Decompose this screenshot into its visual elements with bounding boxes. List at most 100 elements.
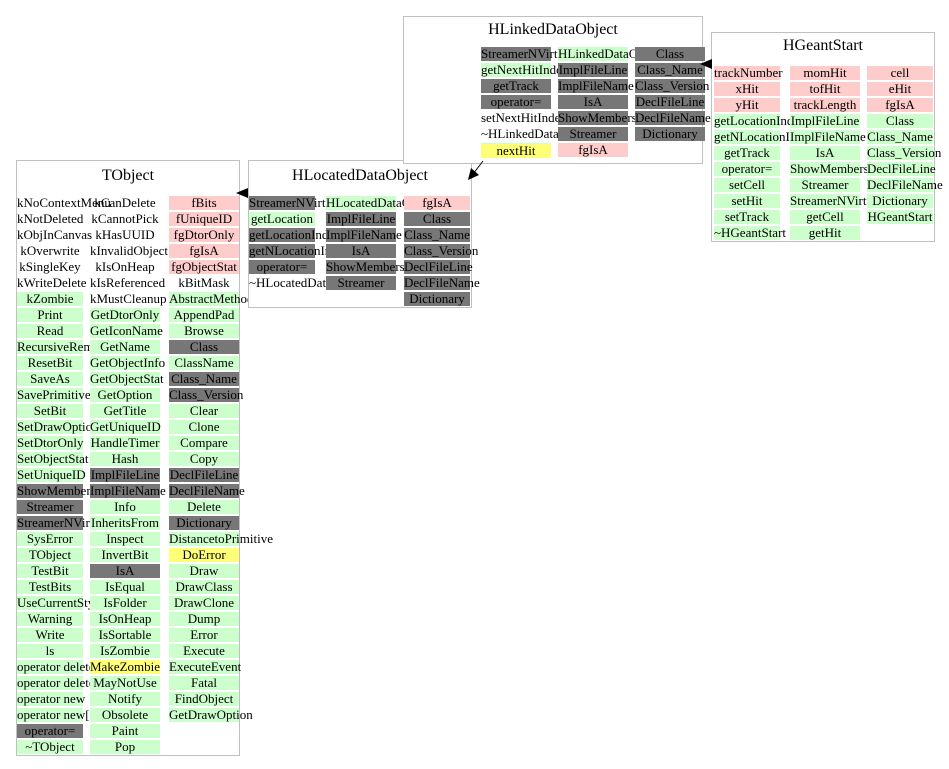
member-method[interactable]: Class_Name xyxy=(169,372,239,386)
member-method[interactable]: ShowMembers xyxy=(790,161,869,176)
member-method[interactable]: TestBit xyxy=(17,564,83,578)
member-method[interactable]: kIsOnHeap xyxy=(95,259,155,274)
member-method[interactable]: Class_Version xyxy=(404,243,479,258)
member-method[interactable]: kInvalidObject xyxy=(90,243,168,258)
member-method[interactable]: Info xyxy=(90,500,160,514)
member-method[interactable]: DeclFileName xyxy=(169,483,245,498)
member-field[interactable]: momHit xyxy=(790,66,860,80)
member-method[interactable]: GetObjectInfo xyxy=(90,355,166,370)
member-method[interactable]: DeclFileName xyxy=(404,275,480,290)
member-method[interactable]: ImplFileLine xyxy=(90,467,160,482)
member-method[interactable]: DeclFileLine xyxy=(635,94,705,109)
member-method[interactable]: MayNotUse xyxy=(90,676,160,690)
member-method[interactable]: setHit xyxy=(714,194,780,208)
member-method[interactable]: HandleTimer xyxy=(90,435,160,450)
member-method[interactable]: DrawClass xyxy=(169,580,239,594)
member-method[interactable]: Class xyxy=(867,114,933,128)
member-method[interactable]: ExecuteEvent xyxy=(169,659,242,674)
member-method[interactable]: IsA xyxy=(326,244,396,258)
member-method[interactable]: DeclFileName xyxy=(635,110,711,125)
member-method[interactable]: kHasUUID xyxy=(95,227,155,242)
member-method[interactable]: Compare xyxy=(169,436,239,450)
member-method[interactable]: operator new[] xyxy=(17,707,94,722)
member-method[interactable]: HGeantStart xyxy=(867,209,933,224)
member-field[interactable]: fgIsA xyxy=(558,143,628,157)
member-field[interactable]: tofHit xyxy=(790,82,860,96)
member-method[interactable]: SetBit xyxy=(17,404,83,418)
member-method[interactable]: setTrack xyxy=(714,210,780,224)
member-method[interactable]: FindObject xyxy=(169,692,239,706)
member-method[interactable]: TObject xyxy=(17,548,83,562)
member-method[interactable]: SetObjectStat xyxy=(17,451,89,466)
member-method[interactable]: ResetBit xyxy=(17,356,83,370)
member-field[interactable]: eHit xyxy=(867,82,933,96)
member-field[interactable]: fgObjectStat xyxy=(169,260,239,274)
member-method[interactable]: getCell xyxy=(790,210,860,224)
member-method[interactable]: GetDrawOption xyxy=(169,707,253,722)
member-method[interactable]: kWriteDelete xyxy=(17,275,87,290)
member-method[interactable]: ImplFileLine xyxy=(326,211,396,226)
member-method[interactable]: operator= xyxy=(249,260,315,274)
member-method[interactable]: MakeZombie xyxy=(90,659,161,674)
class-box-hlinked[interactable]: HLinkedDataObject StreamerNVirtual getNext… xyxy=(403,16,711,164)
member-method[interactable]: getNextHitIndex xyxy=(481,62,569,77)
member-method[interactable]: operator new xyxy=(17,691,86,706)
member-method[interactable]: DrawClone xyxy=(169,596,239,610)
member-method[interactable]: Clone xyxy=(169,420,239,434)
member-method[interactable]: operator= xyxy=(481,95,551,109)
member-method[interactable]: Obsolete xyxy=(90,708,160,722)
member-method[interactable]: kSingleKey xyxy=(19,259,81,274)
member-method[interactable]: DeclFileLine xyxy=(867,161,936,176)
member-field[interactable]: fgIsA xyxy=(867,98,933,112)
member-method[interactable]: SetUniqueID xyxy=(17,467,86,482)
member-method[interactable]: Class_Version xyxy=(867,145,942,160)
member-method[interactable]: Error xyxy=(169,628,239,642)
member-method[interactable]: Streamer xyxy=(326,276,396,290)
class-box-hlocated[interactable]: HLocatedDataObject StreamerNVirtual getLoc… xyxy=(248,160,480,308)
member-method[interactable]: Delete xyxy=(169,500,239,514)
member-method[interactable]: Class xyxy=(404,212,470,226)
member-field[interactable]: trackNumber xyxy=(714,65,783,80)
member-method[interactable]: AppendPad xyxy=(169,308,239,322)
member-method[interactable]: operator delete xyxy=(17,659,95,674)
member-method[interactable]: kBitMask xyxy=(178,275,230,290)
member-method[interactable]: setCell xyxy=(714,178,780,192)
member-method[interactable]: getTrack xyxy=(714,146,780,160)
member-method[interactable]: Class_Version xyxy=(169,387,244,402)
member-field[interactable]: cell xyxy=(867,66,933,80)
member-method[interactable]: SetDtorOnly xyxy=(17,435,84,450)
member-method[interactable]: DeclFileLine xyxy=(169,467,239,482)
member-method[interactable]: ShowMembers xyxy=(326,259,405,274)
member-method[interactable]: GetTitle xyxy=(90,404,160,418)
member-method[interactable]: DoError xyxy=(169,548,239,562)
member-method[interactable]: operator delete[] xyxy=(17,675,104,690)
member-method[interactable]: GetUniqueID xyxy=(90,419,161,434)
member-method[interactable]: Class xyxy=(169,340,239,354)
member-method[interactable]: StreamerNVirtual xyxy=(481,46,574,61)
member-method[interactable]: AbstractMethod xyxy=(169,291,254,306)
member-method[interactable]: ~TObject xyxy=(17,740,83,754)
member-method[interactable]: Class_Name xyxy=(635,63,705,77)
member-method[interactable]: StreamerNVirtual xyxy=(790,193,883,208)
member-method[interactable]: DeclFileLine xyxy=(404,259,473,274)
member-method[interactable]: Draw xyxy=(169,564,239,578)
member-method[interactable]: SysError xyxy=(17,532,83,546)
member-method[interactable]: GetName xyxy=(90,340,160,354)
member-method[interactable]: nextHit xyxy=(481,144,551,158)
member-method[interactable]: Dictionary xyxy=(635,127,705,141)
member-method[interactable]: SaveAs xyxy=(17,372,83,386)
member-method[interactable]: SavePrimitive xyxy=(17,387,91,402)
member-method[interactable]: Notify xyxy=(90,692,160,706)
class-box-tobject[interactable]: TObject kNoContextMenu kNotDeleted kObjInCa… xyxy=(16,160,273,756)
member-method[interactable]: ImplFileName xyxy=(558,78,634,93)
member-field[interactable]: fgIsA xyxy=(404,196,470,210)
member-method[interactable]: TestBits xyxy=(17,580,83,594)
member-method[interactable]: GetObjectStat xyxy=(90,371,164,386)
member-method[interactable]: IsZombie xyxy=(90,644,160,658)
member-field[interactable]: trackLength xyxy=(790,98,860,112)
member-field[interactable]: fgIsA xyxy=(169,244,239,258)
member-method[interactable]: ImplFileName xyxy=(90,483,166,498)
member-method[interactable]: operator= xyxy=(17,724,83,738)
member-method[interactable]: Execute xyxy=(169,644,239,658)
member-method[interactable]: SetDrawOption xyxy=(17,419,99,434)
